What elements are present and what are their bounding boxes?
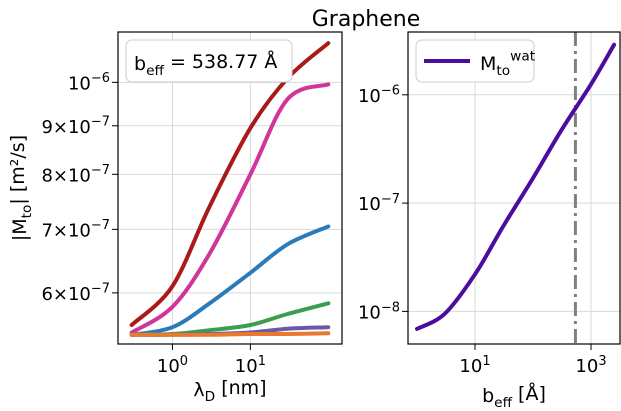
left-chart-y-tick-label: 8×10−7​ — [41, 163, 110, 186]
left-chart-series-line-3 — [129, 224, 331, 337]
right-chart-panel: 101​ 103​ 10−8​ 10−7​ 10−6​ beff​ [Å] Mto​w… — [358, 31, 621, 411]
left-chart-x-tick-label: 101​ — [235, 354, 266, 377]
right-chart-x-tick-label: 101​ — [459, 354, 490, 377]
left-chart-series-line-6 — [129, 331, 331, 337]
left-chart-series-group — [129, 41, 331, 337]
right-chart-x-tick-label: 103​ — [575, 354, 606, 377]
legend: Mto​wat​ — [415, 39, 536, 83]
legend-label: Mto​wat​ — [480, 49, 536, 79]
left-chart-x-label: λD​ [nm] — [193, 377, 266, 405]
left-chart-y-tick-label: 10−6​ — [68, 71, 110, 94]
right-chart-x-label: beff​ [Å] — [482, 382, 546, 411]
left-chart-x-tick-label: 100​ — [157, 354, 188, 377]
right-chart-frame — [407, 31, 621, 345]
right-chart-y-ticks: 10−8​ 10−7​ 10−6​ — [358, 84, 408, 323]
right-chart-y-tick-label: 10−6​ — [358, 84, 400, 107]
figure-title: Graphene — [312, 7, 421, 32]
annotation-text: beff​ = 538.77 Å — [134, 50, 277, 79]
left-chart-x-ticks: 100​ 101​ — [157, 344, 266, 377]
left-chart-series-line-1 — [129, 41, 331, 327]
left-chart-y-tick-label: 6×10−7​ — [41, 282, 110, 305]
left-chart-y-tick-label: 9×10−7​ — [41, 115, 110, 138]
left-chart-series-line-2 — [129, 82, 331, 335]
right-chart-series-group — [415, 42, 617, 331]
left-chart-y-ticks: 6×10−7​ 7×10−7​ 8×10−7​ 9×10−7​ 10−6​ — [41, 71, 118, 305]
left-chart-frame — [117, 31, 343, 345]
right-chart-x-ticks: 101​ 103​ — [459, 344, 607, 377]
right-chart-y-tick-label: 10−8​ — [358, 300, 400, 323]
right-chart-y-tick-label: 10−7​ — [358, 192, 400, 215]
right-chart-series-line-1 — [415, 42, 617, 331]
left-chart-y-tick-label: 7×10−7​ — [41, 218, 110, 241]
left-chart-y-label: |Mto​| [m²/s] — [7, 135, 35, 241]
left-chart-panel: 100​ 101​ 6×10−7​ 7×10−7​ 8×10−7​ 9×10−7​ 10−… — [7, 31, 343, 405]
annotation-box: beff​ = 538.77 Å — [125, 39, 293, 83]
